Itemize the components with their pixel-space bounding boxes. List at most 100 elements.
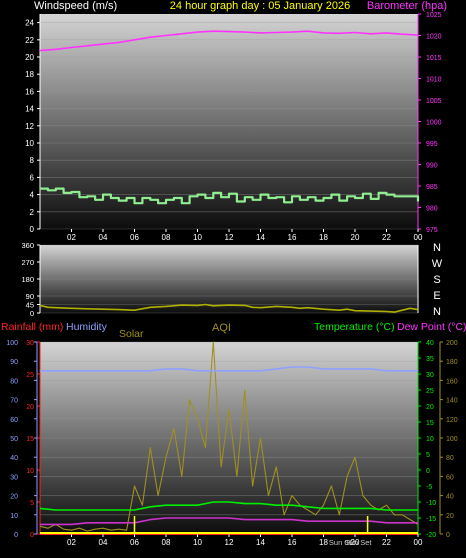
- wind-y-tick-label: 6: [30, 173, 35, 182]
- wind-y-tick-label: 16: [25, 87, 34, 96]
- wind-y-tick-label: 12: [25, 122, 34, 131]
- solar-label: Solar: [119, 328, 144, 340]
- wind-y-tick-label: 22: [25, 36, 34, 45]
- temp-y-tick-label: 25: [426, 388, 434, 395]
- barometer-line: [39, 30, 419, 52]
- baro-y-tick-label: 975: [426, 227, 438, 234]
- panel1-x-tick-label: 08: [162, 233, 171, 242]
- baro-y-tick-label: 980: [426, 206, 438, 213]
- baro-y-tick-label: 1010: [426, 77, 442, 84]
- sunrise-label: Sun 06: [329, 538, 353, 547]
- rain-axis-title: Rainfall (mm): [1, 321, 63, 333]
- panel3-x-tick-label: 18: [319, 538, 328, 547]
- rain-y-tick-label: 5: [30, 500, 34, 507]
- compass-label: N: [433, 306, 441, 318]
- dewpoint-axis-title: Dew Point (°C): [397, 321, 466, 333]
- aqi-y-tick-label: 0: [446, 532, 450, 539]
- temp-y-tick-label: 35: [426, 356, 434, 363]
- dewpoint-line: [40, 517, 418, 526]
- wind-y-tick-label: 8: [30, 156, 35, 165]
- aqi-y-tick-label: 200: [446, 340, 458, 347]
- rain-y-tick-label: 15: [26, 436, 34, 443]
- panel1-x-tick-label: 10: [193, 233, 202, 242]
- panel3-x-tick-label: 06: [130, 538, 139, 547]
- rain-y-tick-label: 25: [26, 372, 34, 379]
- baro-y-tick-label: 985: [426, 184, 438, 191]
- temp-y-tick-label: 0: [426, 468, 430, 475]
- temp-y-tick-label: -5: [426, 484, 432, 491]
- wind-y-tick-label: 18: [25, 70, 34, 79]
- wind-y-tick-label: 24: [25, 19, 34, 28]
- panel3-x-tick-label: 02: [67, 538, 76, 547]
- panel3-layer: 0102030405060708090100051015202530-20-15…: [6, 340, 457, 547]
- aqi-line: [39, 341, 419, 532]
- chart-title: 24 hour graph day : 05 January 2026: [170, 0, 350, 12]
- baro-y-tick-label: 1020: [426, 34, 442, 41]
- panel3-x-tick-label: 22: [382, 538, 391, 547]
- panel3-x-tick-label: 08: [162, 538, 171, 547]
- aqi-y-tick-label: 60: [446, 474, 454, 481]
- humidity-y-tick-label: 70: [10, 398, 18, 405]
- aqi-y-tick-label: 20: [446, 513, 454, 520]
- dir-y-tick-label: 0: [30, 309, 34, 318]
- panel1-x-tick-label: 14: [256, 233, 265, 242]
- rain-y-tick-label: 10: [26, 468, 34, 475]
- aqi-y-tick-label: 40: [446, 494, 454, 501]
- rain-y-tick-label: 30: [26, 340, 34, 347]
- compass-label: W: [432, 258, 443, 270]
- temp-y-tick-label: 20: [426, 404, 434, 411]
- baro-y-tick-label: 1015: [426, 55, 442, 62]
- baro-y-tick-label: 1000: [426, 120, 442, 127]
- aqi-y-tick-label: 140: [446, 398, 458, 405]
- humidity-line: [40, 366, 418, 372]
- temp-y-tick-label: 40: [426, 340, 434, 347]
- temp-y-tick-label: 30: [426, 372, 434, 379]
- humidity-y-tick-label: 20: [10, 494, 18, 501]
- baro-y-tick-label: 1005: [426, 98, 442, 105]
- dir-y-tick-label: 360: [21, 241, 34, 250]
- wind-y-tick-label: 0: [30, 225, 35, 234]
- humidity-y-tick-label: 50: [10, 436, 18, 443]
- panel1-x-tick-label: 20: [351, 233, 360, 242]
- temperature-axis-title: Temperature (°C): [314, 321, 395, 333]
- aqi-label: AQI: [212, 322, 231, 334]
- panel1-x-tick-label: 22: [382, 233, 391, 242]
- temp-y-tick-label: -10: [426, 500, 436, 507]
- baro-y-tick-label: 990: [426, 163, 438, 170]
- wind-y-tick-label: 4: [30, 191, 35, 200]
- humidity-y-tick-label: 80: [10, 378, 18, 385]
- humidity-y-tick-label: 30: [10, 474, 18, 481]
- temp-y-tick-label: 10: [426, 436, 434, 443]
- humidity-y-tick-label: 90: [10, 359, 18, 366]
- humidity-y-tick-label: 10: [10, 513, 18, 520]
- panel1-x-tick-label: 12: [225, 233, 234, 242]
- baro-y-tick-label: 1025: [426, 12, 442, 19]
- panel1-x-tick-label: 00: [414, 233, 423, 242]
- panel1-x-tick-label: 02: [67, 233, 76, 242]
- temperature-line: [39, 501, 418, 511]
- humidity-y-tick-label: 40: [10, 455, 18, 462]
- compass-label: N: [433, 242, 441, 254]
- dir-y-tick-label: 45: [26, 301, 34, 310]
- rain-y-tick-label: 20: [26, 404, 34, 411]
- baro-y-tick-label: 995: [426, 141, 438, 148]
- temp-y-tick-label: -20: [426, 532, 436, 539]
- panel3-x-tick-label: 04: [99, 538, 108, 547]
- wind-direction-line: [39, 303, 419, 313]
- humidity-y-tick-label: 60: [10, 417, 18, 424]
- aqi-y-tick-label: 160: [446, 378, 458, 385]
- compass-label: S: [433, 274, 440, 286]
- aqi-y-tick-label: 100: [446, 436, 458, 443]
- wind-y-tick-label: 14: [25, 105, 34, 114]
- humidity-y-tick-label: 0: [14, 532, 18, 539]
- aqi-y-tick-label: 180: [446, 359, 458, 366]
- wind-axis-title: Windspeed (m/s): [34, 0, 117, 12]
- compass-label: E: [433, 290, 440, 302]
- panel1-x-tick-label: 06: [130, 233, 139, 242]
- humidity-y-tick-label: 100: [6, 340, 18, 347]
- temp-y-tick-label: -15: [426, 516, 436, 523]
- panel1-x-tick-label: 16: [288, 233, 297, 242]
- panel3-x-tick-label: 14: [256, 538, 265, 547]
